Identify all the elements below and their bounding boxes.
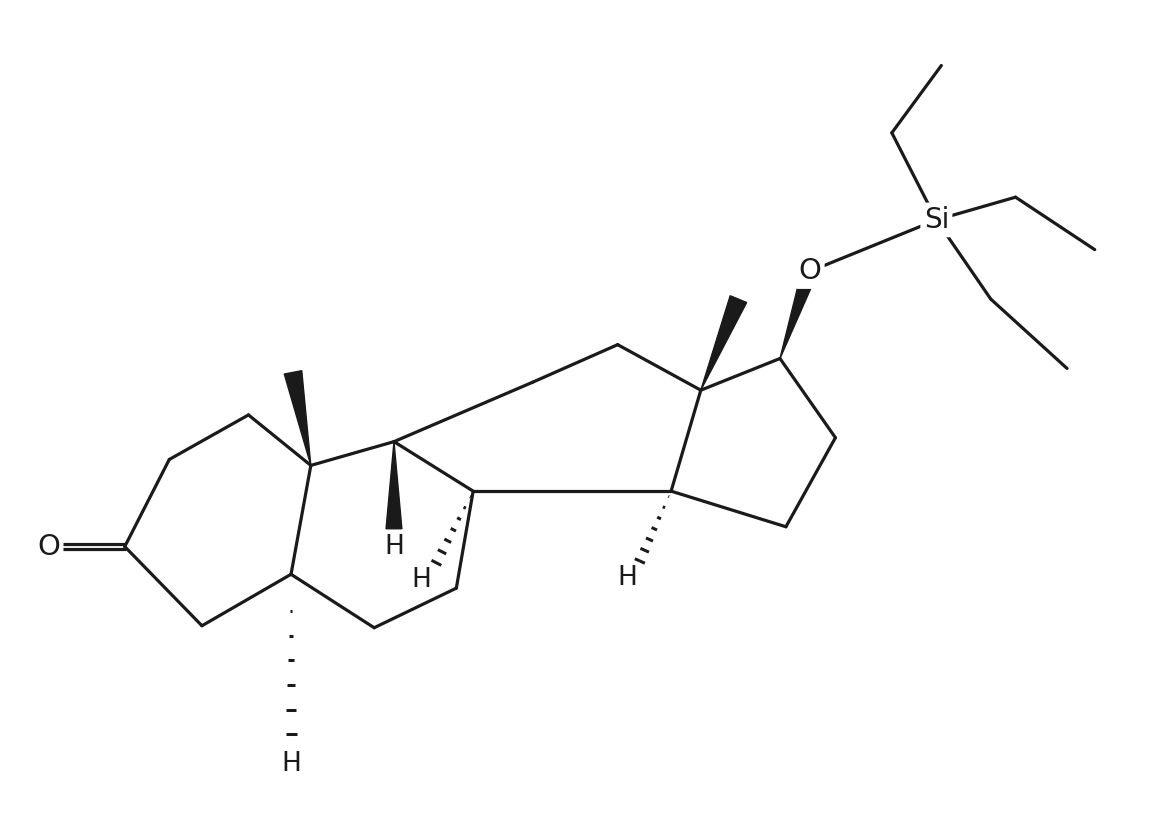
Text: Si: Si: [923, 206, 949, 234]
Polygon shape: [701, 295, 746, 390]
Polygon shape: [284, 370, 311, 465]
Text: O: O: [37, 533, 60, 561]
Text: H: H: [618, 565, 638, 592]
Text: O: O: [798, 257, 821, 286]
Text: H: H: [412, 567, 432, 593]
Polygon shape: [386, 441, 401, 529]
Polygon shape: [780, 268, 817, 358]
Text: H: H: [281, 752, 301, 778]
Text: H: H: [384, 534, 404, 560]
